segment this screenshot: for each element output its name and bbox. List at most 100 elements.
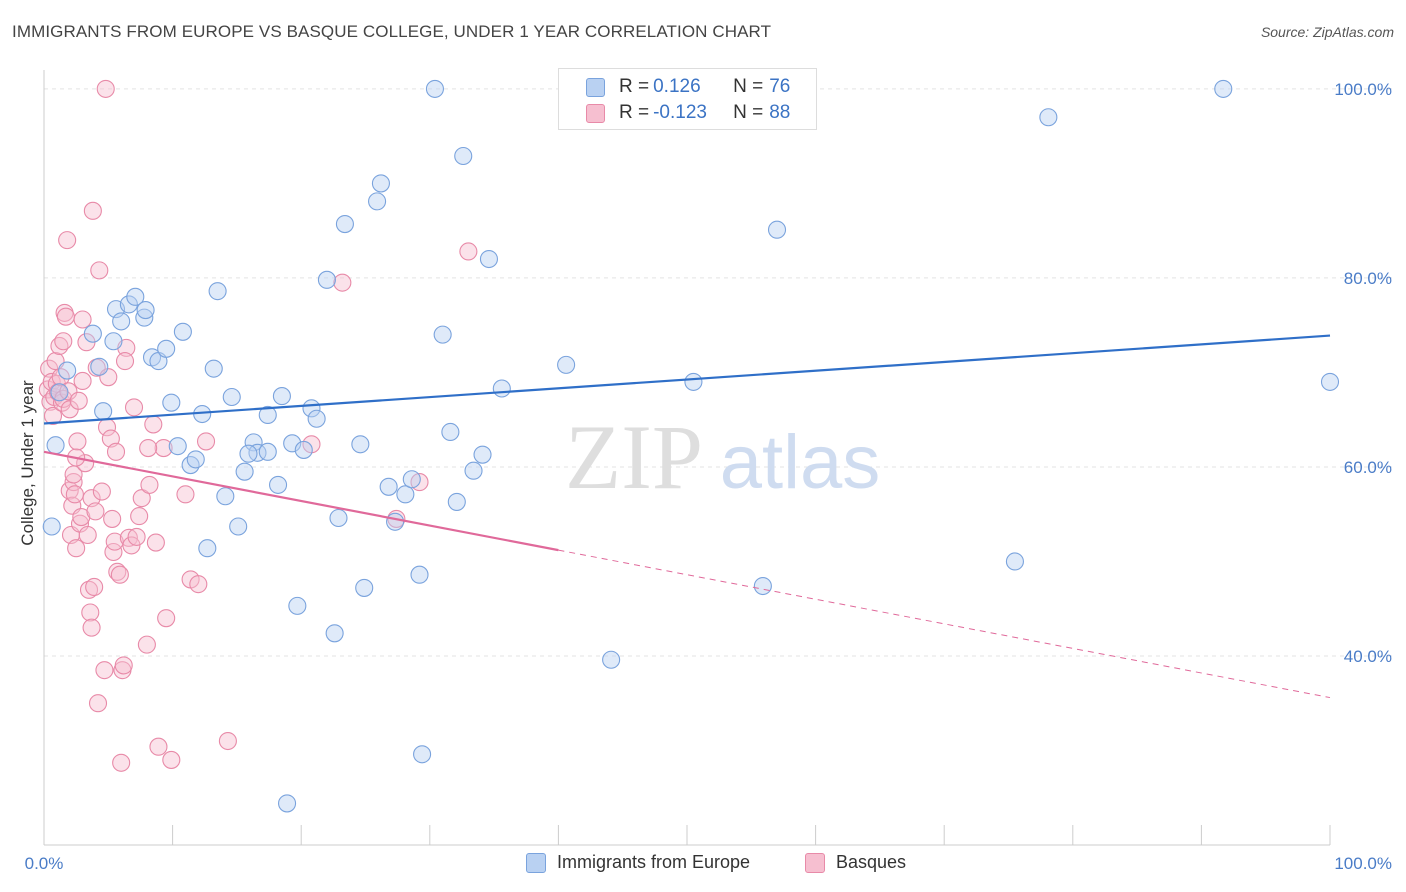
axes [43, 70, 1331, 846]
data-point-basques [69, 391, 88, 410]
data-point-basques [114, 656, 133, 675]
y-tick-label: 100.0% [1334, 80, 1392, 99]
tick-labels: 40.0% 60.0% 80.0% 100.0% 0.0% 100.0% [25, 80, 1392, 873]
chart-title: IMMIGRANTS FROM EUROPE VS BASQUE COLLEGE… [12, 22, 772, 41]
series-legend: Immigrants from Europe Basques [0, 852, 1406, 878]
data-point-immigrants [473, 445, 492, 464]
data-point-immigrants [229, 517, 248, 536]
data-point-immigrants [104, 332, 123, 351]
data-point-basques [81, 603, 100, 622]
legend-n-value: 76 [769, 76, 791, 97]
data-point-basques [56, 307, 75, 326]
data-point-immigrants [479, 249, 499, 269]
data-point-basques [95, 661, 114, 680]
data-point-immigrants [222, 387, 241, 407]
data-point-immigrants [283, 434, 302, 453]
legend-n-label: N = [733, 102, 764, 123]
data-point-basques [189, 575, 208, 594]
data-point-immigrants [1005, 552, 1024, 571]
data-point-immigrants [351, 435, 370, 454]
legend-row-basques: R = -0.123 N = 88 [586, 100, 790, 126]
data-point-immigrants [335, 215, 354, 234]
data-point-immigrants [235, 462, 254, 481]
data-point-basques [73, 310, 92, 329]
data-point-immigrants [307, 409, 326, 428]
data-point-immigrants [492, 379, 511, 398]
legend-n-label: N = [733, 76, 764, 97]
data-point-basques [103, 509, 122, 528]
data-point-basques [106, 442, 126, 461]
data-point-immigrants [269, 475, 288, 494]
data-point-basques [90, 261, 109, 280]
data-point-basques [78, 525, 97, 545]
data-point-immigrants [1214, 79, 1233, 98]
data-point-basques [115, 352, 135, 371]
trend-line-basques-extrapolated [558, 549, 1331, 699]
data-point-immigrants [198, 539, 217, 558]
legend-r-label: R = [619, 102, 650, 123]
data-point-immigrants [90, 357, 109, 376]
data-point-basques [149, 737, 168, 756]
legend-item-immigrants-from-europe[interactable]: Immigrants from Europe [526, 852, 750, 873]
legend-swatch-blue [586, 77, 605, 97]
data-point-immigrants [239, 444, 258, 463]
legend-r-label: R = [619, 76, 650, 97]
data-point-immigrants [371, 174, 390, 193]
data-point-basques [144, 415, 163, 434]
data-point-basques [130, 507, 149, 526]
watermark-zip: ZIP [565, 406, 703, 508]
data-point-basques [122, 536, 141, 555]
data-point-immigrants [173, 322, 192, 341]
data-point-immigrants [168, 437, 187, 456]
data-point-immigrants [294, 440, 313, 459]
data-point-immigrants [433, 325, 452, 344]
series-basques [38, 79, 478, 772]
x-tick-label: 0.0% [25, 854, 64, 873]
data-point-immigrants [386, 512, 405, 531]
grid-lines [44, 88, 1392, 657]
data-point-immigrants [425, 79, 444, 98]
data-point-immigrants [410, 565, 429, 584]
data-point-immigrants [1320, 372, 1340, 391]
data-point-basques [96, 79, 115, 98]
data-point-basques [110, 565, 129, 584]
data-point-basques [112, 753, 131, 772]
data-point-basques [83, 201, 102, 220]
data-point-basques [86, 502, 105, 521]
data-point-immigrants [208, 282, 227, 301]
data-point-basques [157, 609, 176, 628]
data-point-basques [196, 432, 216, 451]
data-point-basques [140, 475, 159, 494]
data-point-immigrants [181, 456, 200, 475]
data-point-immigrants [157, 339, 176, 358]
watermark-atlas: atlas [720, 420, 881, 505]
data-point-immigrants [58, 361, 77, 380]
data-point-immigrants [379, 477, 398, 496]
data-point-immigrants [126, 287, 145, 306]
trend-line-immigrants [43, 334, 1331, 425]
data-point-immigrants [204, 359, 223, 378]
legend-r-value: 0.126 [653, 76, 701, 97]
data-point-immigrants [288, 596, 307, 615]
data-point-basques [51, 368, 70, 387]
data-point-immigrants [50, 383, 69, 402]
chart-source: Source: ZipAtlas.com [1260, 24, 1394, 40]
data-point-basques [43, 406, 63, 425]
data-point-immigrants [272, 387, 291, 406]
data-point-basques [137, 635, 156, 654]
data-point-basques [85, 577, 104, 597]
data-point-basques [54, 332, 73, 351]
data-point-immigrants [1039, 108, 1058, 127]
series-immigrants-from-europe [42, 79, 1340, 813]
data-point-immigrants [454, 146, 473, 166]
legend-item-basques[interactable]: Basques [805, 852, 906, 873]
data-point-immigrants [447, 492, 466, 511]
data-point-immigrants [46, 436, 65, 455]
data-point-basques [218, 731, 237, 751]
data-point-basques [65, 485, 84, 504]
data-point-immigrants [135, 308, 154, 327]
data-point-basques [146, 533, 165, 552]
data-point-immigrants [162, 393, 181, 412]
x-tick-label: 100.0% [1334, 854, 1392, 873]
